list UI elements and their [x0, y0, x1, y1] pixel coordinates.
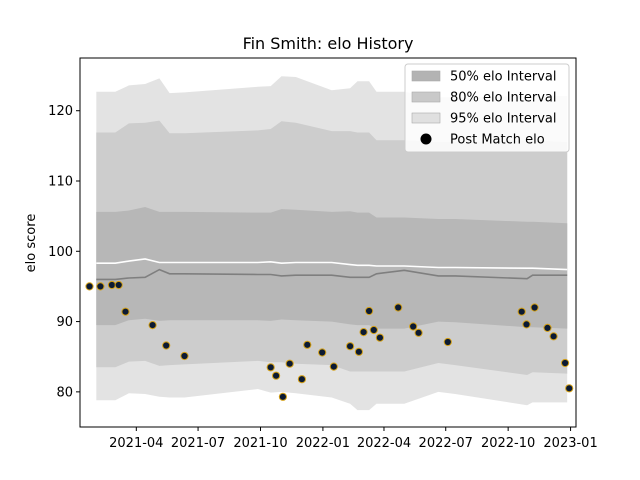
legend-marker: [420, 133, 432, 145]
x-tick-label: 2023-01: [543, 436, 597, 451]
post-match-point: [346, 342, 355, 351]
post-match-point: [565, 384, 574, 393]
legend: 50% elo Interval 80% elo Interval 95% elo …: [404, 63, 570, 153]
post-match-point: [530, 303, 539, 312]
post-match-point: [549, 332, 558, 341]
y-tick-label: 100: [48, 245, 73, 260]
post-match-point: [561, 358, 570, 368]
post-match-point: [297, 375, 306, 384]
x-tick-label: 2021-10: [233, 436, 287, 451]
x-tick-label: 2022-01: [296, 436, 350, 451]
legend-label: 80% elo Interval: [450, 91, 557, 106]
post-match-point: [278, 392, 287, 401]
post-match-point: [162, 341, 171, 350]
post-match-point: [522, 320, 531, 329]
x-tick-label: 2022-10: [481, 436, 535, 451]
band-50-elo-interval: [96, 207, 568, 329]
legend-label: 95% elo Interval: [450, 112, 557, 127]
post-match-point: [180, 351, 189, 361]
x-tick-label: 2022-07: [419, 436, 473, 451]
y-tick-label: 80: [56, 385, 73, 400]
post-match-point: [543, 323, 552, 332]
post-match-point: [414, 328, 423, 337]
post-match-point: [303, 340, 312, 349]
x-tick-label: 2021-04: [109, 436, 163, 451]
legend-label: Post Match elo: [450, 133, 545, 148]
post-match-point: [148, 321, 157, 330]
plot-area: [85, 76, 574, 411]
post-match-point: [329, 362, 338, 371]
post-match-point: [114, 280, 123, 290]
post-match-point: [375, 333, 384, 342]
y-tick-label: 110: [48, 175, 73, 190]
post-match-point: [285, 359, 294, 368]
legend-box: [404, 63, 570, 153]
post-match-point: [359, 328, 368, 337]
post-match-point: [394, 303, 403, 312]
post-match-point: [369, 325, 378, 335]
post-match-point: [365, 306, 374, 316]
post-match-point: [318, 348, 327, 357]
legend-swatch: [411, 112, 441, 124]
post-match-point: [121, 307, 130, 316]
chart-title: Fin Smith: elo History: [243, 34, 414, 53]
post-match-point: [517, 307, 526, 316]
post-match-point: [266, 363, 275, 372]
legend-swatch: [411, 91, 441, 103]
post-match-point: [409, 322, 418, 331]
y-axis: 80 90 100 110 120: [48, 104, 80, 400]
x-tick-label: 2022-04: [357, 436, 411, 451]
post-match-point: [107, 280, 117, 290]
post-match-point: [272, 371, 281, 380]
legend-label: 50% elo Interval: [450, 70, 557, 85]
y-axis-label: elo score: [24, 214, 39, 273]
median-line-3: [96, 258, 568, 271]
post-match-point: [85, 282, 94, 291]
y-tick-label: 120: [48, 104, 73, 119]
median-line-4: [96, 268, 568, 281]
legend-swatch: [411, 70, 441, 82]
post-match-point: [96, 282, 105, 291]
x-tick-label: 2021-07: [171, 436, 225, 451]
post-match-point: [443, 337, 452, 347]
y-tick-label: 90: [56, 315, 73, 330]
x-axis: 2021-04 2021-07 2021-10 2022-01 2022-04 2022-…: [109, 427, 598, 451]
axes-frame: [79, 57, 577, 428]
post-match-point: [354, 347, 363, 356]
